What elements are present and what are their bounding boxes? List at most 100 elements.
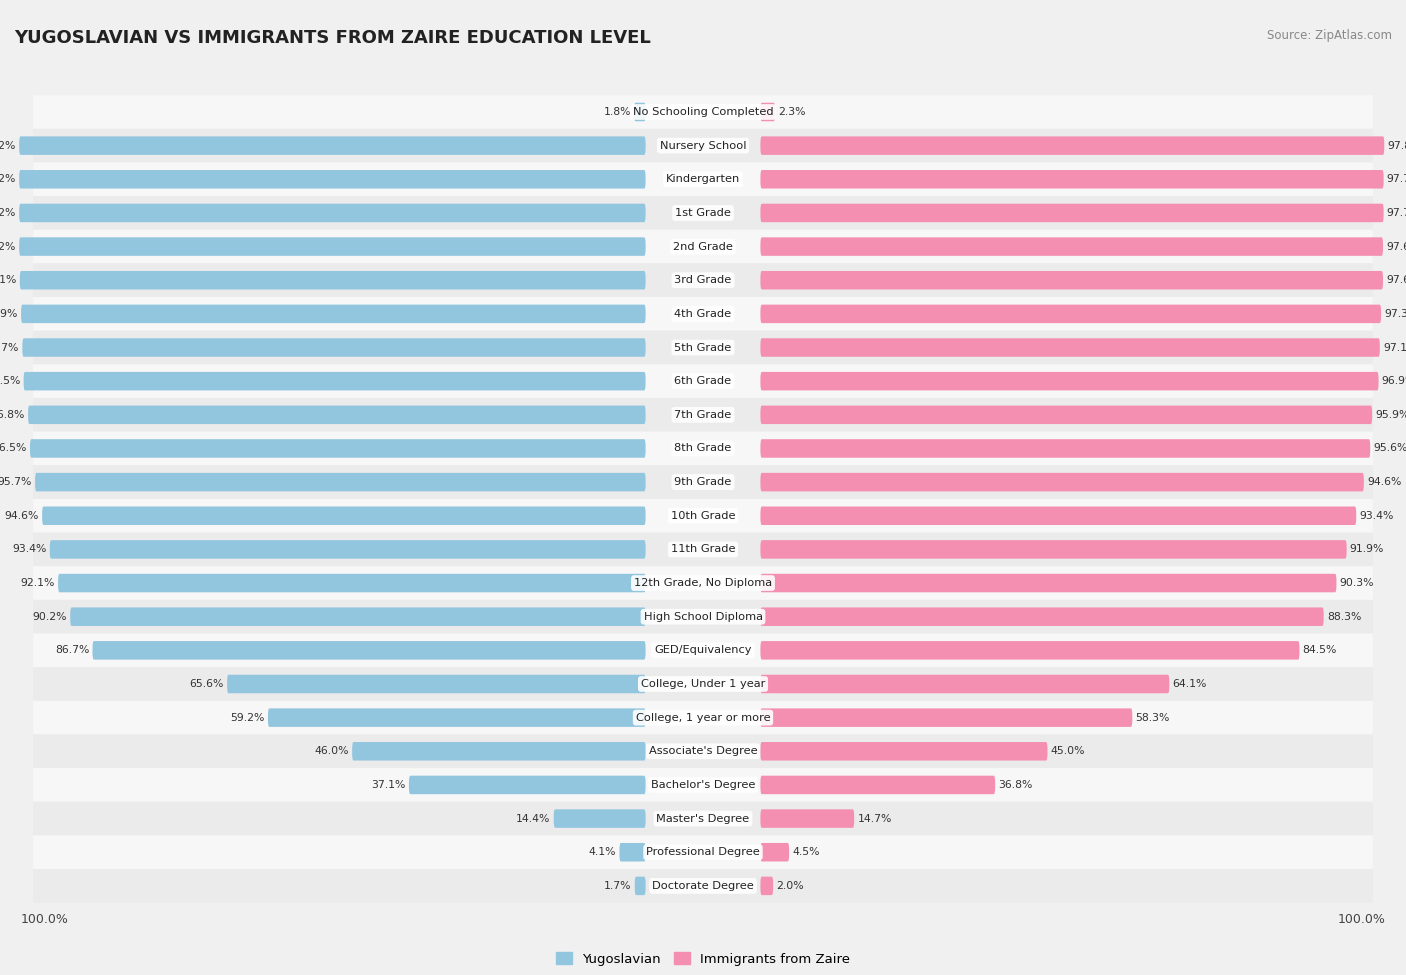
Text: 65.6%: 65.6% (190, 679, 224, 689)
Text: 90.2%: 90.2% (32, 611, 67, 622)
FancyBboxPatch shape (34, 365, 1372, 398)
Text: 1.7%: 1.7% (605, 880, 631, 891)
FancyBboxPatch shape (34, 532, 1372, 566)
FancyBboxPatch shape (34, 869, 1372, 903)
Text: Master's Degree: Master's Degree (657, 813, 749, 824)
FancyBboxPatch shape (761, 439, 1371, 457)
Text: 97.1%: 97.1% (1384, 342, 1406, 353)
Text: College, Under 1 year: College, Under 1 year (641, 679, 765, 689)
FancyBboxPatch shape (34, 196, 1372, 230)
FancyBboxPatch shape (34, 634, 1372, 667)
FancyBboxPatch shape (761, 574, 1337, 592)
FancyBboxPatch shape (34, 600, 1372, 634)
Text: 97.6%: 97.6% (1386, 275, 1406, 286)
FancyBboxPatch shape (34, 734, 1372, 768)
FancyBboxPatch shape (761, 642, 1299, 660)
FancyBboxPatch shape (34, 465, 1372, 499)
FancyBboxPatch shape (20, 237, 645, 255)
FancyBboxPatch shape (228, 675, 645, 693)
FancyBboxPatch shape (761, 338, 1379, 357)
FancyBboxPatch shape (269, 709, 645, 727)
Text: 4.5%: 4.5% (793, 847, 820, 857)
FancyBboxPatch shape (761, 809, 855, 828)
FancyBboxPatch shape (35, 473, 645, 491)
Text: 1.8%: 1.8% (603, 107, 631, 117)
FancyBboxPatch shape (34, 398, 1372, 432)
FancyBboxPatch shape (761, 406, 1372, 424)
FancyBboxPatch shape (761, 204, 1384, 222)
FancyBboxPatch shape (409, 776, 645, 795)
FancyBboxPatch shape (620, 843, 645, 862)
Text: 10th Grade: 10th Grade (671, 511, 735, 521)
FancyBboxPatch shape (554, 809, 645, 828)
Text: YUGOSLAVIAN VS IMMIGRANTS FROM ZAIRE EDUCATION LEVEL: YUGOSLAVIAN VS IMMIGRANTS FROM ZAIRE EDU… (14, 29, 651, 47)
Legend: Yugoslavian, Immigrants from Zaire: Yugoslavian, Immigrants from Zaire (550, 947, 856, 971)
FancyBboxPatch shape (70, 607, 645, 626)
Text: High School Diploma: High School Diploma (644, 611, 762, 622)
FancyBboxPatch shape (761, 473, 1364, 491)
FancyBboxPatch shape (34, 263, 1372, 297)
Text: 37.1%: 37.1% (371, 780, 406, 790)
Text: 97.3%: 97.3% (1385, 309, 1406, 319)
FancyBboxPatch shape (34, 566, 1372, 600)
FancyBboxPatch shape (761, 877, 773, 895)
Text: Professional Degree: Professional Degree (647, 847, 759, 857)
Text: 98.2%: 98.2% (0, 140, 15, 151)
Text: No Schooling Completed: No Schooling Completed (633, 107, 773, 117)
FancyBboxPatch shape (93, 642, 645, 660)
FancyBboxPatch shape (634, 102, 645, 121)
FancyBboxPatch shape (761, 102, 775, 121)
FancyBboxPatch shape (761, 742, 1047, 760)
Text: 6th Grade: 6th Grade (675, 376, 731, 386)
FancyBboxPatch shape (761, 776, 995, 795)
Text: 2.3%: 2.3% (779, 107, 806, 117)
Text: 95.9%: 95.9% (1375, 410, 1406, 420)
FancyBboxPatch shape (634, 877, 645, 895)
Text: 3rd Grade: 3rd Grade (675, 275, 731, 286)
Text: 1st Grade: 1st Grade (675, 208, 731, 218)
Text: 14.4%: 14.4% (516, 813, 551, 824)
Text: 14.7%: 14.7% (858, 813, 891, 824)
FancyBboxPatch shape (20, 271, 645, 290)
FancyBboxPatch shape (761, 237, 1384, 255)
FancyBboxPatch shape (21, 304, 645, 323)
FancyBboxPatch shape (761, 304, 1381, 323)
Text: 97.5%: 97.5% (0, 376, 21, 386)
Text: 58.3%: 58.3% (1136, 713, 1170, 722)
FancyBboxPatch shape (20, 170, 645, 188)
FancyBboxPatch shape (761, 136, 1385, 155)
FancyBboxPatch shape (30, 439, 645, 457)
Text: 88.3%: 88.3% (1327, 611, 1361, 622)
Text: 90.3%: 90.3% (1340, 578, 1374, 588)
FancyBboxPatch shape (761, 506, 1357, 525)
Text: Nursery School: Nursery School (659, 140, 747, 151)
FancyBboxPatch shape (58, 574, 645, 592)
Text: 97.7%: 97.7% (1386, 208, 1406, 218)
FancyBboxPatch shape (34, 331, 1372, 365)
Text: 9th Grade: 9th Grade (675, 477, 731, 488)
FancyBboxPatch shape (34, 768, 1372, 801)
FancyBboxPatch shape (34, 129, 1372, 163)
FancyBboxPatch shape (34, 297, 1372, 331)
Text: Bachelor's Degree: Bachelor's Degree (651, 780, 755, 790)
Text: 97.8%: 97.8% (1388, 140, 1406, 151)
FancyBboxPatch shape (34, 230, 1372, 263)
Text: 97.9%: 97.9% (0, 309, 18, 319)
Text: 98.2%: 98.2% (0, 242, 15, 252)
FancyBboxPatch shape (34, 801, 1372, 836)
Text: 96.8%: 96.8% (0, 410, 25, 420)
Text: 98.1%: 98.1% (0, 275, 17, 286)
Text: Source: ZipAtlas.com: Source: ZipAtlas.com (1267, 29, 1392, 42)
Text: 2nd Grade: 2nd Grade (673, 242, 733, 252)
FancyBboxPatch shape (761, 709, 1132, 727)
Text: 93.4%: 93.4% (13, 544, 46, 555)
FancyBboxPatch shape (761, 371, 1378, 390)
Text: 12th Grade, No Diploma: 12th Grade, No Diploma (634, 578, 772, 588)
FancyBboxPatch shape (28, 406, 645, 424)
FancyBboxPatch shape (22, 338, 645, 357)
Text: 98.2%: 98.2% (0, 208, 15, 218)
FancyBboxPatch shape (49, 540, 645, 559)
Text: 46.0%: 46.0% (315, 746, 349, 757)
FancyBboxPatch shape (20, 136, 645, 155)
FancyBboxPatch shape (761, 170, 1384, 188)
